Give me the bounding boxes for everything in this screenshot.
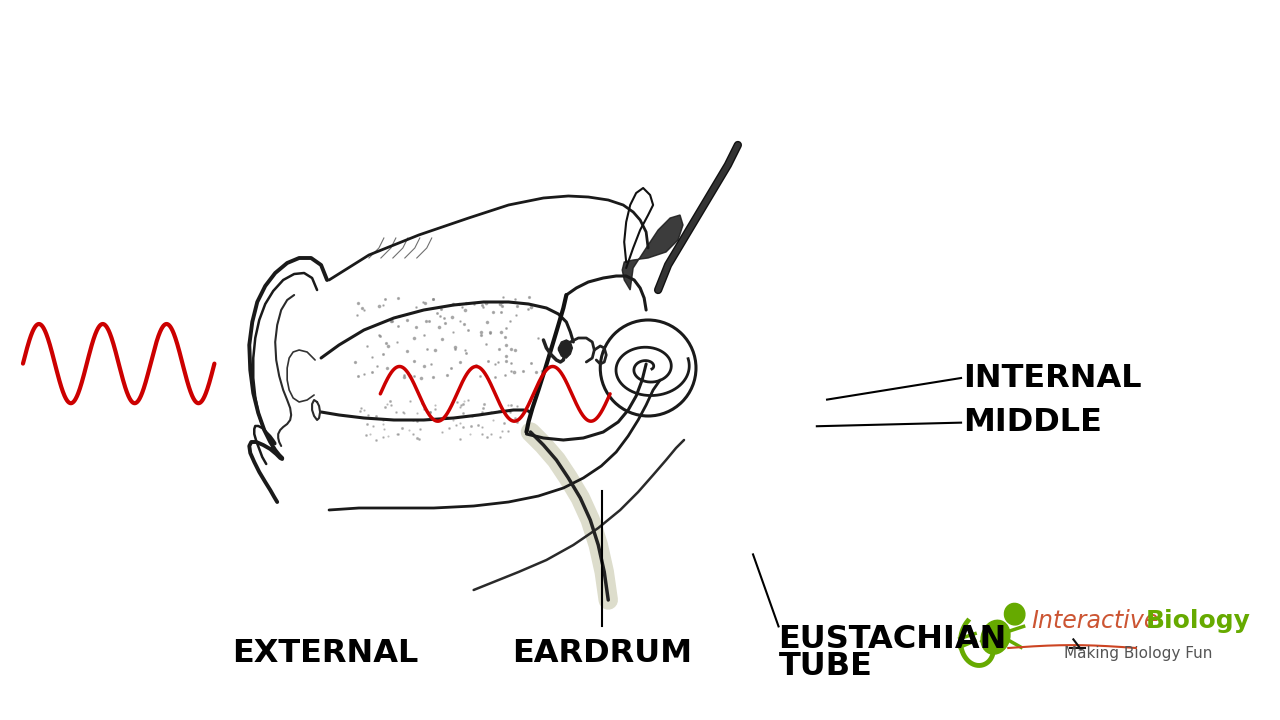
Text: Biology: Biology — [1146, 608, 1251, 633]
Ellipse shape — [1005, 603, 1025, 625]
Text: TUBE: TUBE — [778, 651, 873, 683]
Text: EARDRUM: EARDRUM — [512, 638, 692, 670]
Text: Making Biology Fun: Making Biology Fun — [1065, 646, 1213, 660]
Text: EUSTACHIAN: EUSTACHIAN — [778, 624, 1007, 655]
Polygon shape — [558, 340, 572, 358]
Text: EXTERNAL: EXTERNAL — [232, 638, 419, 670]
Text: MIDDLE: MIDDLE — [964, 407, 1102, 438]
Polygon shape — [622, 215, 684, 290]
Ellipse shape — [980, 620, 1010, 654]
Text: INTERNAL: INTERNAL — [964, 362, 1142, 394]
Text: Interactive: Interactive — [1032, 608, 1158, 633]
